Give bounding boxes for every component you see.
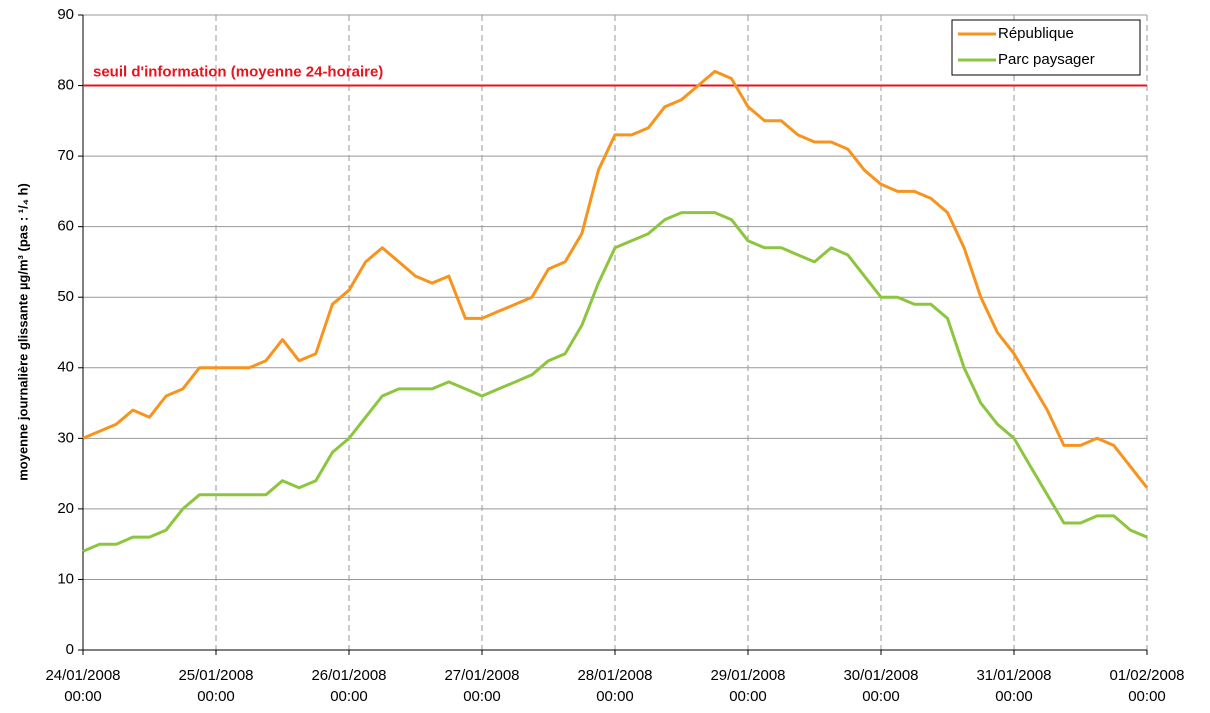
x-tick-label: 24/01/2008 00:00 xyxy=(45,667,120,705)
y-tick-label: 90 xyxy=(57,6,74,23)
x-tick-label: 28/01/2008 00:00 xyxy=(577,667,652,705)
threshold-label: seuil d'information (moyenne 24-horaire) xyxy=(93,64,383,81)
x-tick-label: 27/01/2008 00:00 xyxy=(444,667,519,705)
y-tick-label: 80 xyxy=(57,77,74,94)
y-axis-label: moyenne journalière glissante µg/m³ (pas… xyxy=(15,183,30,481)
y-tick-label: 50 xyxy=(57,288,74,305)
x-tick-label: 31/01/2008 00:00 xyxy=(976,667,1051,705)
y-tick-label: 60 xyxy=(57,218,74,235)
y-tick-label: 40 xyxy=(57,359,74,376)
y-tick-label: 30 xyxy=(57,429,74,446)
x-tick-label: 30/01/2008 00:00 xyxy=(843,667,918,705)
series-line xyxy=(82,69,1149,489)
y-tick-label: 10 xyxy=(57,570,74,587)
x-tick-label: 29/01/2008 00:00 xyxy=(710,667,785,705)
x-tick-label: 01/02/2008 00:00 xyxy=(1109,667,1184,705)
y-tick-label: 0 xyxy=(66,641,74,658)
x-tick-label: 26/01/2008 00:00 xyxy=(311,667,386,705)
legend-label: Parc paysager xyxy=(998,51,1095,68)
y-tick-label: 70 xyxy=(57,147,74,164)
y-tick-label: 20 xyxy=(57,500,74,517)
series-line xyxy=(82,211,1148,553)
legend-label: République xyxy=(998,25,1074,42)
x-tick-label: 25/01/2008 00:00 xyxy=(178,667,253,705)
legend-box xyxy=(951,19,1141,76)
